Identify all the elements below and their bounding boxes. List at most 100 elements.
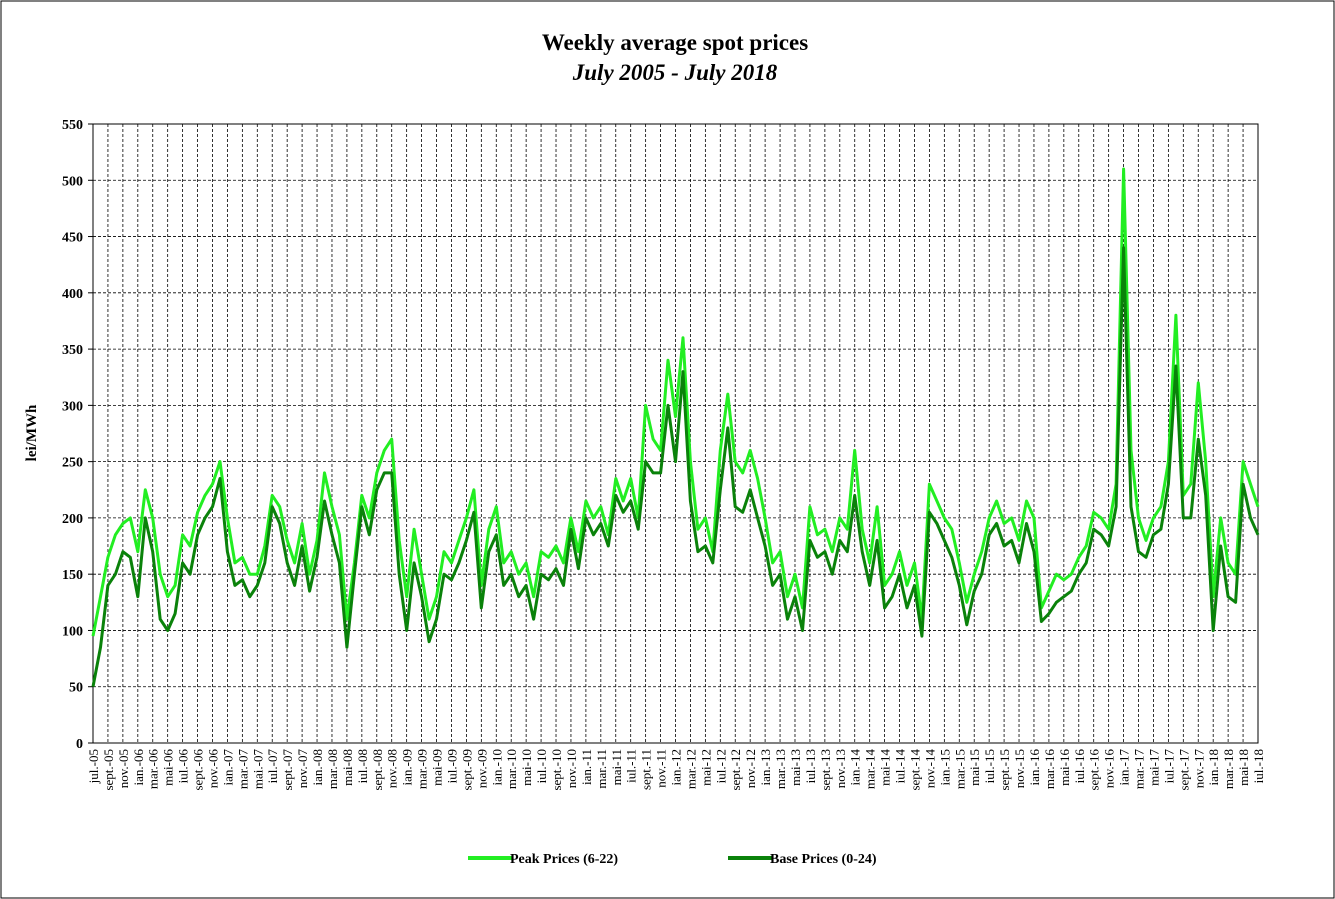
x-tick-label: ian.-11	[579, 749, 594, 785]
chart-subtitle: July 2005 - July 2018	[572, 60, 778, 85]
x-tick-label: nov.-06	[205, 749, 220, 789]
x-tick-label: ian.-17	[1117, 749, 1132, 786]
x-tick-label: nov.-05	[116, 749, 131, 788]
x-tick-label: mar.-13	[773, 749, 788, 789]
x-tick-label: mar.-07	[235, 749, 250, 790]
x-tick-label: sept.-06	[191, 749, 206, 791]
x-tick-label: mar.-12	[683, 749, 698, 789]
x-tick-label: ian.-14	[848, 749, 863, 786]
x-tick-label: ian.-10	[489, 749, 504, 785]
x-tick-label: mai-13	[788, 749, 803, 786]
x-tick-label: mar.-09	[415, 749, 430, 789]
y-tick-label: 450	[62, 231, 83, 246]
y-tick-label: 300	[62, 399, 83, 414]
x-tick-label: mar.-11	[594, 749, 609, 789]
y-tick-label: 250	[62, 456, 83, 471]
x-tick-label: ian.-06	[131, 749, 146, 786]
x-tick-label: iul.-16	[1072, 749, 1087, 784]
x-tick-label: ian.-15	[937, 749, 952, 785]
x-tick-label: sept.-17	[1176, 749, 1191, 791]
x-tick-label: ian.-13	[758, 749, 773, 785]
x-tick-label: iul.-10	[534, 749, 549, 783]
x-tick-label: mar.-15	[952, 749, 967, 789]
y-axis-label: lei/MWh	[24, 404, 40, 461]
x-tick-label: mai.-07	[250, 749, 265, 790]
x-tick-label: nov.-10	[564, 749, 579, 788]
x-tick-label: sept.-09	[459, 749, 474, 791]
x-tick-label: iul.-11	[624, 749, 639, 783]
x-tick-label: iul.-07	[265, 749, 280, 784]
x-tick-label: sept.-08	[370, 749, 385, 791]
x-tick-label: iul.-09	[444, 749, 459, 783]
x-tick-label: nov.-12	[743, 749, 758, 788]
y-tick-label: 100	[62, 624, 83, 639]
x-tick-label: mai-17	[1146, 749, 1161, 786]
x-tick-label: nov.-17	[1191, 749, 1206, 789]
x-tick-label: mai-16	[1057, 749, 1072, 786]
x-tick-label: mar.-06	[146, 749, 161, 790]
x-tick-label: sept.-13	[818, 749, 833, 791]
chart-title: Weekly average spot prices	[542, 30, 808, 55]
y-tick-label: 350	[62, 343, 83, 358]
x-tick-label: mai-11	[609, 749, 624, 785]
y-tick-label: 0	[76, 737, 83, 752]
x-tick-label: mai-15	[967, 749, 982, 786]
x-tick-label: sept.-07	[280, 749, 295, 791]
x-tick-label: jul.-05	[86, 749, 101, 784]
y-tick-label: 550	[62, 118, 83, 133]
x-tick-label: sept.-15	[997, 749, 1012, 791]
x-tick-label: nov.-07	[295, 749, 310, 789]
x-tick-label: mar.-18	[1221, 749, 1236, 789]
x-tick-label: mar.-10	[504, 749, 519, 789]
x-tick-label: mar.-08	[325, 749, 340, 789]
x-tick-label: ian.-09	[400, 749, 415, 785]
series-line	[91, 246, 1260, 687]
y-tick-label: 150	[62, 568, 83, 583]
x-tick-label: sept.-11	[639, 749, 654, 790]
x-tick-label: ian.-07	[220, 749, 235, 786]
x-tick-label: nov.-11	[654, 749, 669, 788]
x-tick-label: iul.-15	[982, 749, 997, 783]
x-tick-label: mai-10	[519, 749, 534, 786]
x-tick-label: mai-14	[878, 749, 893, 786]
series-line	[91, 167, 1260, 637]
y-tick-label: 400	[62, 287, 83, 302]
x-tick-label: mar.-17	[1132, 749, 1147, 790]
x-tick-label: mai-06	[161, 749, 176, 786]
x-tick-label: iul.-17	[1161, 749, 1176, 784]
y-tick-label: 200	[62, 512, 83, 527]
y-tick-label: 50	[69, 681, 83, 696]
x-tick-label: mai-12	[698, 749, 713, 786]
x-tick-label: mar.-16	[1042, 749, 1057, 790]
legend-label: Base Prices (0-24)	[770, 852, 877, 867]
x-tick-label: sept.-12	[728, 749, 743, 791]
x-tick-label: mai-08	[340, 749, 355, 786]
x-tick-label: nov.-09	[474, 749, 489, 788]
x-tick-label: iul.-08	[355, 749, 370, 783]
plot-border	[92, 123, 1259, 744]
x-tick-label: nov.-08	[385, 749, 400, 788]
x-tick-label: sept.-16	[1087, 749, 1102, 791]
x-tick-label: nov.-16	[1102, 749, 1117, 789]
x-tick-label: iul.-12	[713, 749, 728, 783]
x-tick-label: mai-09	[430, 749, 445, 786]
x-tick-label: sept.-14	[907, 749, 922, 791]
x-tick-label: nov.-15	[1012, 749, 1027, 788]
x-tick-label: iul.-18	[1251, 749, 1266, 783]
x-tick-label: iul.-06	[176, 749, 191, 784]
x-tick-label: ian.-12	[669, 749, 684, 785]
x-tick-label: nov.-14	[922, 749, 937, 789]
x-tick-label: iul.-13	[803, 749, 818, 783]
x-tick-label: ian.-18	[1206, 749, 1221, 785]
x-tick-label: mai-18	[1236, 749, 1251, 786]
x-tick-label: iul.-14	[893, 749, 908, 784]
x-tick-label: sept.-05	[101, 749, 116, 791]
x-tick-label: mar.-14	[863, 749, 878, 790]
x-tick-label: sept.-10	[549, 749, 564, 791]
x-tick-label: ian.-08	[310, 749, 325, 785]
y-tick-label: 500	[62, 174, 83, 189]
x-tick-label: ian.-16	[1027, 749, 1042, 786]
legend-label: Peak Prices (6-22)	[510, 852, 618, 867]
